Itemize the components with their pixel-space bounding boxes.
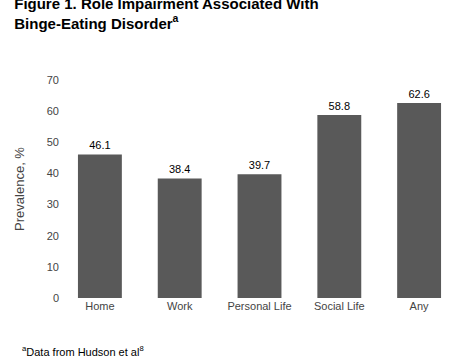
svg-text:50: 50 [47, 136, 59, 148]
svg-text:Social Life: Social Life [314, 300, 365, 312]
svg-text:Work: Work [167, 300, 193, 312]
svg-text:30: 30 [47, 198, 59, 210]
svg-text:39.7: 39.7 [249, 159, 270, 171]
svg-text:Prevalence, %: Prevalence, % [12, 147, 27, 231]
svg-text:38.4: 38.4 [169, 163, 190, 175]
svg-text:Home: Home [85, 300, 114, 312]
svg-text:58.8: 58.8 [329, 100, 350, 112]
svg-text:0: 0 [53, 292, 59, 304]
svg-text:Figure 1. Role Impairment Asso: Figure 1. Role Impairment Associated Wit… [14, 0, 318, 32]
svg-text:​a​Data from Hudson et al​8​: ​a​Data from Hudson et al​8​ [22, 344, 144, 358]
svg-text:60: 60 [47, 105, 59, 117]
svg-text:46.1: 46.1 [89, 139, 110, 151]
svg-text:10: 10 [47, 261, 59, 273]
svg-text:20: 20 [47, 230, 59, 242]
svg-text:62.6: 62.6 [408, 88, 429, 100]
svg-text:40: 40 [47, 167, 59, 179]
svg-text:Any: Any [410, 300, 429, 312]
svg-text:70: 70 [47, 74, 59, 86]
svg-text:Personal Life: Personal Life [227, 300, 291, 312]
